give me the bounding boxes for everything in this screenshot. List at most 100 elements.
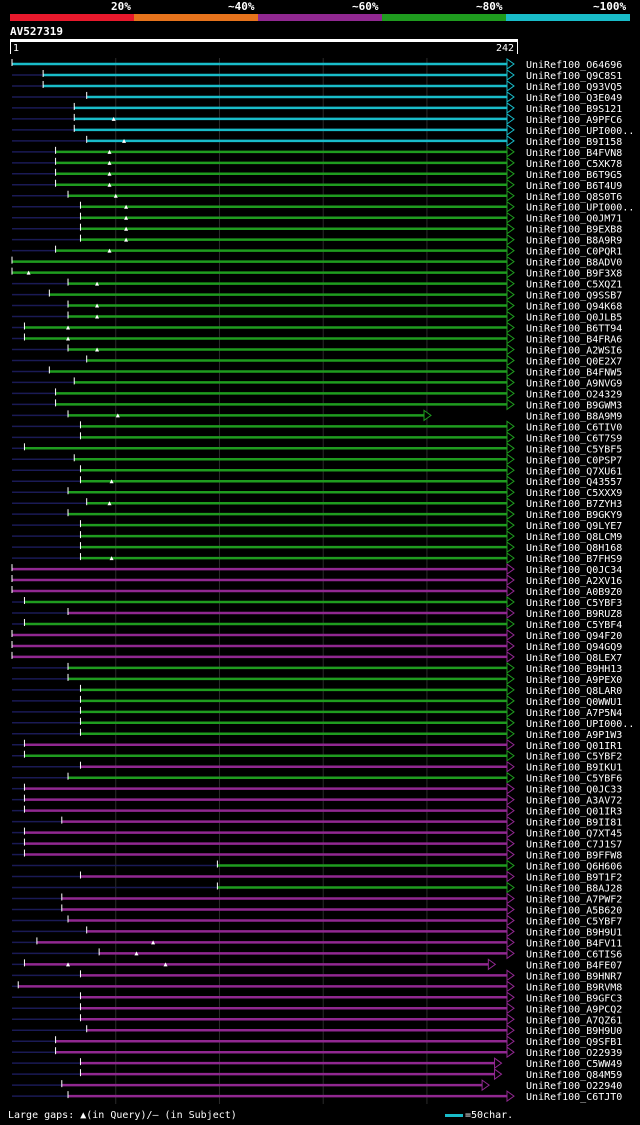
hit-end-arrow [506, 343, 515, 356]
query-gap-marker [95, 347, 100, 352]
query-gap-marker [107, 182, 112, 187]
hit-end-arrow [506, 365, 515, 378]
hit-label: UniRef100_B9T1F2 [526, 873, 622, 884]
hit-label: UniRef100_B4FV11 [526, 938, 622, 949]
legend-segment [258, 14, 382, 21]
hit-end-arrow [506, 486, 515, 499]
hit-end-arrow [506, 288, 515, 301]
hit-end-arrow [506, 321, 515, 334]
hit-label: UniRef100_Q3E049 [526, 93, 622, 104]
query-gap-marker [107, 149, 112, 154]
hit-end-arrow [506, 1013, 515, 1026]
hit-end-arrow [506, 639, 515, 652]
query-gap-marker [124, 204, 129, 209]
hit-end-arrow [506, 771, 515, 784]
large-gaps-legend: Large gaps: ▲(in Query)/– (in Subject) [8, 1110, 237, 1121]
legend-segment [10, 14, 134, 21]
hit-end-arrow [506, 189, 515, 202]
scale-label: =50char. [465, 1110, 514, 1121]
identity-legend-bar [10, 14, 630, 21]
hit-end-arrow [506, 607, 515, 619]
hit-end-arrow [506, 519, 515, 532]
query-gap-marker [163, 962, 168, 967]
hit-label: UniRef100_A9NVG9 [526, 378, 622, 389]
query-gap-marker [95, 281, 100, 286]
hit-end-arrow [487, 958, 497, 971]
hit-label: UniRef100_C7J1S7 [526, 840, 622, 851]
hit-end-arrow [506, 310, 515, 323]
hit-end-arrow [506, 716, 515, 729]
query-gap-marker [26, 270, 31, 275]
hit-end-arrow [506, 585, 515, 598]
hit-end-arrow [506, 200, 515, 213]
hit-end-arrow [506, 464, 515, 477]
query-gap-marker [95, 314, 100, 319]
hit-end-arrow [481, 1079, 490, 1092]
hit-label: UniRef100_B6T4U9 [526, 181, 622, 192]
hit-label: UniRef100_B8AJ28 [526, 884, 622, 895]
hit-label: UniRef100_Q7XT45 [526, 829, 622, 840]
hit-label: UniRef100_A7QZ61 [526, 1015, 622, 1026]
hit-label: UniRef100_B9F3X8 [526, 269, 622, 280]
hit-end-arrow [506, 815, 515, 828]
hit-end-arrow [506, 222, 515, 235]
hit-label: UniRef100_C5YBF2 [526, 752, 622, 763]
hit-end-arrow [506, 211, 515, 224]
hit-end-arrow [506, 442, 515, 455]
hit-label: UniRef100_Q8H168 [526, 543, 622, 554]
hit-end-arrow [506, 244, 515, 257]
query-id: AV527319 [10, 25, 63, 38]
hit-label: UniRef100_Q0E2X7 [526, 356, 622, 367]
hit-end-arrow [506, 980, 515, 993]
query-gap-marker [111, 116, 116, 121]
hit-label: UniRef100_C5YBF6 [526, 774, 622, 785]
hit-label: UniRef100_Q8LAR0 [526, 686, 622, 697]
hit-end-arrow [506, 112, 515, 125]
ruler-end-label: 242 [496, 43, 515, 54]
hit-end-arrow [506, 354, 515, 367]
query-gap-marker [113, 193, 118, 198]
query-gap-marker [107, 501, 112, 506]
query-gap-marker [115, 413, 120, 418]
hit-label: UniRef100_B4FVN8 [526, 148, 622, 159]
legend-segment [506, 14, 630, 21]
hit-end-arrow [506, 255, 515, 268]
hit-end-arrow [506, 947, 515, 960]
hit-label: UniRef100_Q94F20 [526, 631, 622, 642]
hit-end-arrow [506, 881, 515, 894]
hit-end-arrow [506, 420, 515, 433]
hit-end-arrow [506, 672, 515, 685]
hit-label: UniRef100_C6T7S9 [526, 433, 622, 444]
hit-end-arrow [506, 552, 515, 565]
legend-segment [382, 14, 506, 21]
hit-end-arrow [506, 782, 515, 795]
hit-end-arrow [506, 167, 515, 180]
hit-end-arrow [506, 837, 515, 850]
hit-end-arrow [506, 650, 515, 663]
hit-label: UniRef100_B9HNR7 [526, 971, 622, 982]
hit-end-arrow [506, 749, 515, 762]
legend-segment [134, 14, 258, 21]
hit-label: UniRef100_A2XV16 [526, 576, 622, 587]
hit-end-arrow [506, 618, 515, 630]
hit-end-arrow [506, 1035, 515, 1048]
hit-label: UniRef100_B8ADV0 [526, 258, 622, 269]
hit-label: UniRef100_C5XK78 [526, 159, 622, 170]
hit-end-arrow [506, 727, 515, 740]
hit-label: UniRef100_O64696 [526, 60, 622, 71]
hit-end-arrow [506, 793, 515, 806]
query-gap-marker [107, 160, 112, 165]
hit-label: UniRef100_C5YBF7 [526, 916, 622, 927]
hit-end-arrow [506, 991, 515, 1004]
hit-label: UniRef100_B8A9M9 [526, 411, 622, 422]
hit-end-arrow [506, 277, 515, 290]
hit-label: UniRef100_C5XQZ1 [526, 280, 622, 291]
hit-end-arrow [506, 101, 515, 114]
legend-percent-label: ~60% [352, 0, 379, 13]
hit-label: UniRef100_B7FHS9 [526, 554, 622, 565]
hit-label: UniRef100_Q9LYE7 [526, 521, 622, 532]
hit-label: UniRef100_A7PWF2 [526, 894, 622, 905]
hit-label: UniRef100_Q94GQ9 [526, 642, 622, 653]
query-gap-marker [66, 325, 71, 330]
legend-percent-label: ~40% [228, 0, 255, 13]
